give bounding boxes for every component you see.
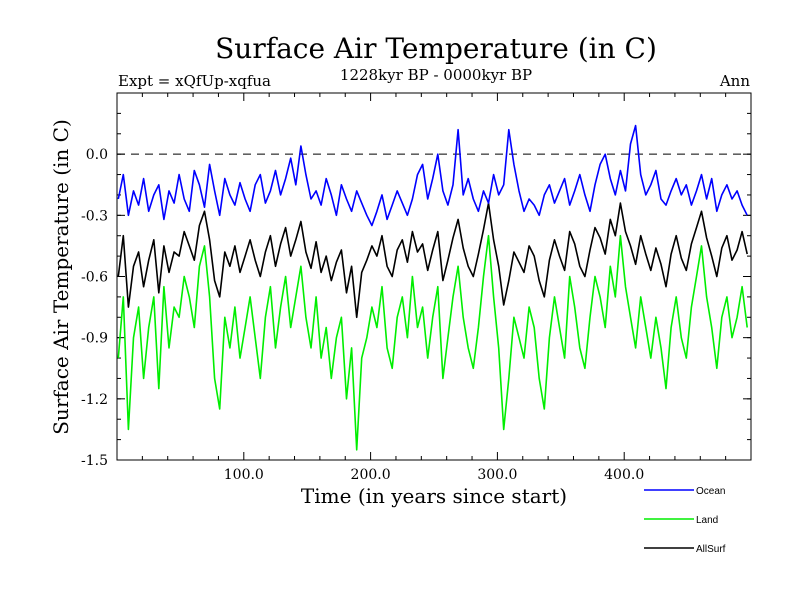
legend: Ocean Land AllSurf (644, 486, 726, 555)
time-range-label: 1228kyr BP - 0000kyr BP (340, 66, 532, 84)
y-axis-label: Surface Air Temperature (in C) (49, 119, 73, 435)
x-tick-label: 100.0 (224, 467, 264, 483)
x-tick-label: 400.0 (604, 467, 644, 483)
legend-label-land: Land (696, 515, 718, 526)
y-axis: -1.5 -1.2 -0.9 -0.6 -0.3 0.0 (81, 92, 751, 469)
x-tick-label: 300.0 (477, 467, 517, 483)
experiment-label: Expt = xQfUp-xqfua (118, 72, 271, 90)
y-tick-label: 0.0 (86, 147, 108, 163)
legend-label-ocean: Ocean (696, 486, 725, 497)
x-axis: 100.0 200.0 300.0 400.0 (141, 93, 727, 483)
legend-label-allsurf: AllSurf (696, 544, 726, 555)
y-tick-label: -0.3 (81, 208, 108, 224)
season-label: Ann (719, 72, 750, 90)
y-tick-label: -0.9 (81, 331, 108, 347)
y-tick-label: -1.5 (81, 453, 108, 469)
plot-frame (116, 92, 752, 461)
series-line-ocean (117, 124, 748, 227)
series-layer (117, 124, 748, 451)
series-line-allsurf (117, 202, 748, 319)
x-tick-label: 200.0 (351, 467, 391, 483)
x-axis-label: Time (in years since start) (301, 484, 567, 508)
y-tick-label: -0.6 (81, 270, 108, 286)
y-tick-label: -1.2 (81, 392, 108, 408)
series-line-land (117, 234, 748, 451)
chart-title: Surface Air Temperature (in C) (215, 32, 657, 65)
